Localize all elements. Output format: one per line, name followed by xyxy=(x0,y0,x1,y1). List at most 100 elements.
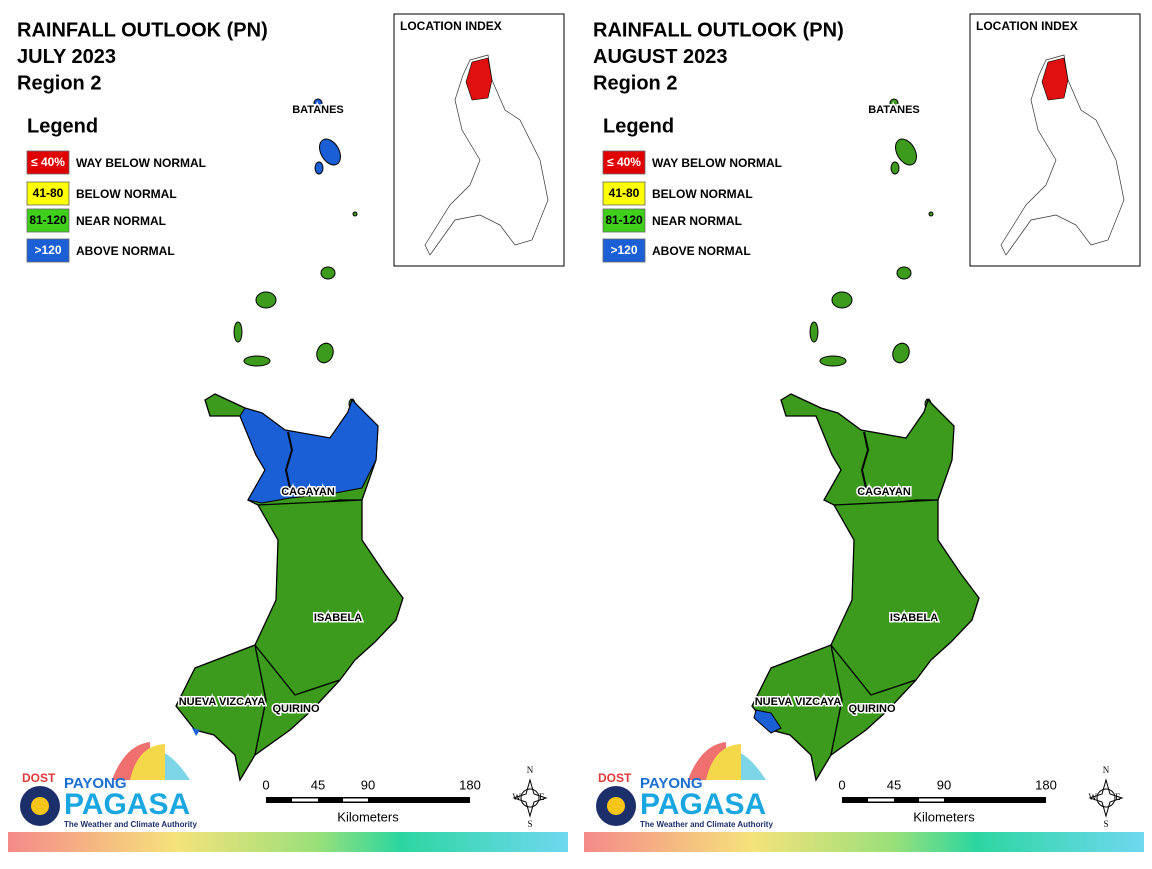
legend-label: WAY BELOW NORMAL xyxy=(652,156,782,170)
island xyxy=(892,342,910,364)
logo-agency: DOST xyxy=(598,771,632,785)
place-label: ISABELA xyxy=(890,612,938,624)
place-label: BATANES xyxy=(868,104,920,116)
panel: RAINFALL OUTLOOK (PN) JULY 2023 Region 2 Le… xyxy=(8,13,568,852)
umbrella-mid xyxy=(706,744,741,780)
scale-tick-label: 180 xyxy=(1035,777,1057,792)
philippines-outline xyxy=(424,54,549,256)
legend-swatch-text: 41-80 xyxy=(33,186,64,200)
legend-label: BELOW NORMAL xyxy=(652,187,753,201)
island xyxy=(809,321,819,343)
logo-agency: DOST xyxy=(22,771,56,785)
compass-ring xyxy=(1096,788,1116,808)
island xyxy=(819,355,847,367)
scale-unit: Kilometers xyxy=(337,809,399,824)
province-isabela xyxy=(830,499,980,696)
legend-title: Legend xyxy=(603,115,674,137)
logo-seal-inner xyxy=(607,797,625,815)
umbrella-mid xyxy=(130,744,165,780)
island xyxy=(314,161,324,175)
island xyxy=(352,211,358,217)
legend-label: ABOVE NORMAL xyxy=(652,244,751,258)
title-line: Region 2 xyxy=(17,72,101,94)
scale-bar-gap xyxy=(343,798,368,802)
title-line: Region 2 xyxy=(593,72,677,94)
compass-letter: N xyxy=(1103,765,1110,775)
legend-swatch-text: ≤ 40% xyxy=(31,155,65,169)
island xyxy=(233,321,243,343)
compass-letter: E xyxy=(539,792,545,802)
compass-letter: E xyxy=(1115,792,1121,802)
legend-swatch-text: 81-120 xyxy=(29,213,67,227)
legend-title: Legend xyxy=(27,115,98,137)
scale-tick-label: 45 xyxy=(887,777,901,792)
region-highlight xyxy=(1041,57,1069,101)
island xyxy=(928,211,934,217)
place-label: ISABELA xyxy=(314,612,362,624)
island xyxy=(831,291,853,309)
place-label: NUEVA VIZCAYA xyxy=(755,696,842,708)
island xyxy=(313,98,323,108)
location-index-title: LOCATION INDEX xyxy=(400,19,502,33)
philippines-outline xyxy=(1000,54,1125,256)
compass-letter: W xyxy=(513,792,522,802)
scale-tick-label: 45 xyxy=(311,777,325,792)
province-isabela xyxy=(254,499,404,696)
compass-letter: W xyxy=(1089,792,1098,802)
island xyxy=(316,342,334,364)
place-label: CAGAYAN xyxy=(857,486,911,498)
island xyxy=(243,355,271,367)
legend-swatch xyxy=(602,208,646,233)
compass-letter: S xyxy=(527,819,532,829)
legend-label: NEAR NORMAL xyxy=(76,214,166,228)
place-label: CAGAYAN xyxy=(281,486,335,498)
legend-swatch xyxy=(26,208,70,233)
island xyxy=(896,266,912,280)
scale-unit: Kilometers xyxy=(913,809,975,824)
logo-brand: PAGASA xyxy=(64,788,190,821)
legend-swatch xyxy=(602,150,646,175)
scale-tick-label: 90 xyxy=(937,777,951,792)
island xyxy=(319,138,341,166)
place-label: QUIRINO xyxy=(272,703,320,715)
title-line: AUGUST 2023 xyxy=(593,46,728,68)
logo-tagline: The Weather and Climate Authority xyxy=(64,820,197,829)
logo-brand-top: PAYONG xyxy=(64,775,127,792)
scale-bar-gap xyxy=(868,798,894,802)
legend-label: BELOW NORMAL xyxy=(76,187,177,201)
legend-swatch-text: 41-80 xyxy=(609,186,640,200)
title-line: RAINFALL OUTLOOK (PN) xyxy=(17,19,268,41)
scale-tick-label: 90 xyxy=(361,777,375,792)
legend-swatch xyxy=(26,238,70,263)
panel: RAINFALL OUTLOOK (PN) AUGUST 2023 Region 2… xyxy=(584,13,1144,852)
island xyxy=(890,161,900,175)
province-quirino xyxy=(254,644,341,757)
logo-brand-top: PAYONG xyxy=(640,775,703,792)
compass-ring xyxy=(520,788,540,808)
place-label: NUEVA VIZCAYA xyxy=(179,696,266,708)
place-label: BATANES xyxy=(292,104,344,116)
legend-swatch xyxy=(602,181,646,206)
compass-rose xyxy=(1088,778,1124,818)
legend-label: ABOVE NORMAL xyxy=(76,244,175,258)
location-index-title: LOCATION INDEX xyxy=(976,19,1078,33)
rainbow-bar xyxy=(8,832,568,852)
province-nueva-vizcaya xyxy=(175,644,267,782)
nueva-vizcaya-above-normal xyxy=(192,728,200,736)
rainbow-bar xyxy=(584,832,1144,852)
legend-swatch-text: 81-120 xyxy=(605,213,643,227)
compass-letter: N xyxy=(527,765,534,775)
province-quirino xyxy=(830,644,917,757)
place-label: QUIRINO xyxy=(848,703,896,715)
logo-brand: PAGASA xyxy=(640,788,766,821)
compass-letter: S xyxy=(1103,819,1108,829)
river xyxy=(284,431,294,489)
region-highlight xyxy=(465,57,493,101)
island xyxy=(255,291,277,309)
legend-label: NEAR NORMAL xyxy=(652,214,742,228)
legend-swatch-text: >120 xyxy=(610,243,637,257)
island xyxy=(895,138,917,166)
legend-swatch-text: >120 xyxy=(34,243,61,257)
scale-tick-label: 180 xyxy=(459,777,481,792)
